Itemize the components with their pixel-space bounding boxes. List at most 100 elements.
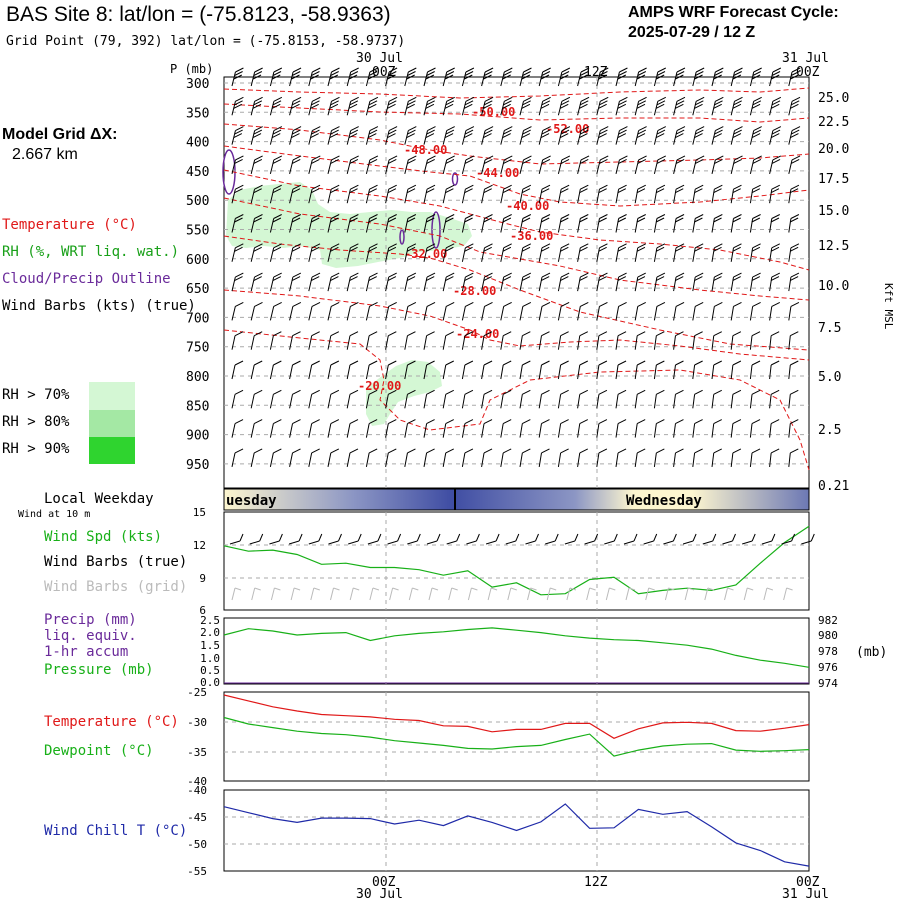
wind-barb (404, 360, 416, 380)
wind-barb (634, 126, 647, 145)
wind-barb-true (288, 533, 303, 545)
wind-barb (788, 155, 801, 175)
wind-barb (769, 214, 780, 233)
wind-barb (769, 184, 780, 204)
temp-contour-label: -50.00 (472, 105, 515, 119)
pressure-ytick: 974 (818, 677, 838, 690)
wind-barb (692, 96, 705, 116)
wind-barb (423, 126, 436, 145)
wind-barb (711, 272, 723, 292)
wind-barb (461, 96, 475, 116)
wind-barb (557, 155, 571, 175)
wind-barb (653, 67, 667, 87)
wind-barb-true (564, 533, 579, 545)
temp-contour-label: -28.00 (453, 284, 496, 298)
wind-barb (577, 126, 590, 145)
wind-barb (519, 389, 531, 409)
wind-barb (250, 389, 263, 409)
wind-barb (500, 155, 513, 175)
wind-barb (538, 272, 551, 292)
wind-barb (519, 67, 532, 87)
weekday-tuesday: uesday (226, 493, 277, 509)
temp-contour-line (223, 145, 810, 207)
wind-barb (634, 272, 646, 292)
wind-barb (673, 448, 684, 467)
wind-barb (289, 67, 302, 87)
wind-barb (538, 214, 551, 233)
wind-barb (634, 214, 646, 233)
wind-barb (519, 272, 532, 292)
wind-barb (385, 214, 397, 233)
wind-barb (442, 301, 455, 321)
precip-ytick: 1.5 (200, 639, 220, 652)
wind-barb (385, 96, 398, 116)
wind-barb (730, 301, 742, 321)
wind-barb (557, 272, 570, 292)
wind-barb (250, 331, 263, 350)
wind-barb-true (623, 533, 638, 545)
wind-barb-grid (467, 587, 478, 601)
wind-barb (442, 448, 454, 467)
wind-barb (308, 389, 320, 409)
wind-barb-true (742, 533, 756, 545)
wind-barb (711, 360, 722, 380)
wind-barb (615, 214, 627, 233)
wind-barb (365, 389, 378, 409)
wind-barb (673, 126, 686, 145)
wind-barb (404, 96, 417, 116)
wind-barb-grid (290, 587, 301, 601)
wind-barb (308, 448, 320, 468)
wind-barb (692, 67, 705, 87)
wind-barb-true (446, 533, 461, 545)
wind-barb (557, 96, 571, 116)
wind-barb (788, 360, 799, 380)
wind-barb (596, 360, 608, 380)
height-tick-label: 5.0 (818, 370, 841, 385)
wind-barb (308, 301, 321, 321)
panel-vgrids (385, 512, 598, 871)
wind-barb (269, 448, 282, 468)
wind-barb (577, 272, 589, 292)
wind-barb (500, 184, 512, 204)
wind-barb (461, 389, 474, 409)
wind-barb (692, 331, 703, 350)
wind-barb (269, 301, 282, 321)
wind-barb (711, 301, 723, 321)
wind-barb (442, 243, 455, 262)
wind-barb (788, 243, 800, 262)
wind-barb (346, 360, 359, 380)
temp-panel-frame (223, 691, 810, 782)
wind-ytick: 6 (199, 604, 206, 617)
pressure-tick-label: 600 (186, 253, 209, 268)
wind-barb-grid (664, 587, 675, 601)
wind-barb (289, 272, 302, 292)
wind-barb (653, 389, 665, 409)
wind-barb (692, 243, 704, 262)
wind-barb (577, 155, 590, 175)
wind-barb (749, 67, 762, 87)
wind-barb (481, 331, 493, 350)
temp-contour-line (223, 197, 810, 301)
wind-barb (423, 243, 436, 262)
wind-barb (423, 331, 435, 350)
wind-barb (289, 243, 302, 262)
wind-barb (385, 184, 397, 204)
wind-barb (711, 331, 722, 350)
wind-barb (231, 96, 244, 116)
wind-barb (557, 331, 569, 350)
chill-ytick: -50 (187, 838, 207, 851)
wind-barb (596, 243, 608, 262)
wind-chill-label: Wind Chill T (°C) (44, 823, 188, 839)
wind-barb (365, 184, 378, 204)
wind-barb (423, 155, 436, 175)
wind-barb (615, 96, 628, 116)
wind-barb (615, 126, 628, 145)
wind-barb (289, 126, 302, 145)
wind-speed-line (223, 525, 810, 596)
wind-barb (634, 301, 646, 321)
wind-barb (269, 96, 283, 116)
bottom-tick-12z: 12Z (584, 875, 608, 890)
wind-ytick: 12 (193, 539, 206, 552)
wind-barb (557, 360, 569, 380)
temp-contour-label: -44.00 (476, 166, 519, 180)
